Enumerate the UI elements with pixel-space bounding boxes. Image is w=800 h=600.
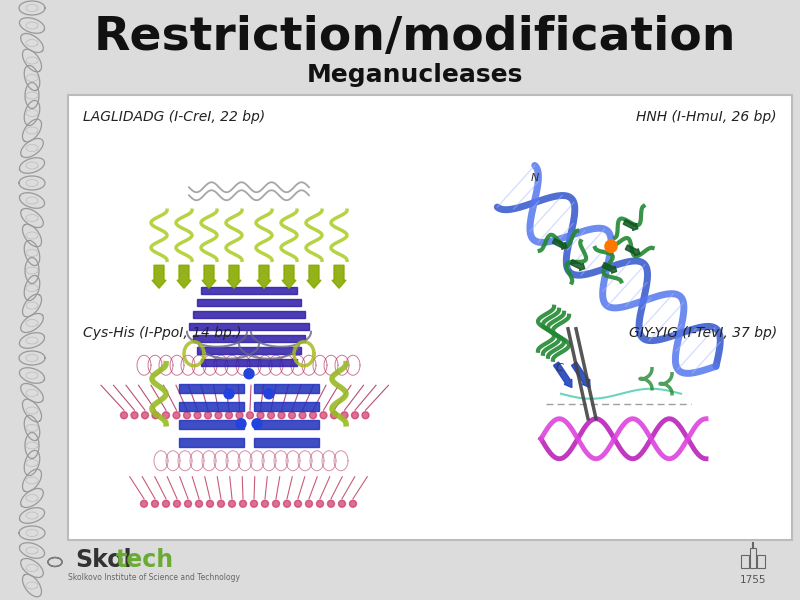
FancyArrow shape bbox=[179, 438, 244, 447]
Circle shape bbox=[244, 369, 254, 379]
Circle shape bbox=[151, 500, 158, 507]
FancyArrow shape bbox=[571, 362, 590, 388]
Circle shape bbox=[278, 412, 285, 419]
Circle shape bbox=[605, 240, 617, 252]
FancyArrow shape bbox=[554, 362, 572, 388]
Circle shape bbox=[131, 412, 138, 419]
Circle shape bbox=[206, 500, 214, 507]
Circle shape bbox=[294, 500, 302, 507]
Circle shape bbox=[224, 389, 234, 399]
Circle shape bbox=[362, 412, 369, 419]
Circle shape bbox=[205, 412, 211, 419]
FancyArrow shape bbox=[332, 265, 346, 288]
Circle shape bbox=[173, 412, 180, 419]
Text: Restriction/modification: Restriction/modification bbox=[94, 16, 736, 61]
Circle shape bbox=[218, 500, 225, 507]
Circle shape bbox=[215, 412, 222, 419]
FancyArrow shape bbox=[201, 359, 297, 366]
Text: LAGLIDADG (I-CreI, 22 bp): LAGLIDADG (I-CreI, 22 bp) bbox=[83, 110, 265, 124]
Text: N: N bbox=[531, 173, 539, 183]
Text: Skol: Skol bbox=[75, 548, 132, 572]
Circle shape bbox=[236, 419, 246, 429]
FancyArrow shape bbox=[193, 335, 305, 342]
Circle shape bbox=[257, 412, 264, 419]
Text: GIY-YIG (I-TevI, 37 bp): GIY-YIG (I-TevI, 37 bp) bbox=[629, 325, 777, 340]
Circle shape bbox=[252, 419, 262, 429]
FancyArrow shape bbox=[193, 311, 305, 318]
Circle shape bbox=[262, 500, 269, 507]
Circle shape bbox=[351, 412, 358, 419]
FancyArrow shape bbox=[307, 265, 321, 288]
Text: 1755: 1755 bbox=[740, 575, 766, 585]
FancyArrow shape bbox=[179, 420, 244, 429]
Circle shape bbox=[299, 412, 306, 419]
FancyArrow shape bbox=[179, 402, 244, 411]
Circle shape bbox=[174, 500, 181, 507]
FancyArrow shape bbox=[552, 239, 567, 250]
Bar bbox=[68, 95, 792, 540]
Bar bbox=[750, 548, 756, 568]
Circle shape bbox=[152, 412, 159, 419]
FancyArrow shape bbox=[202, 265, 216, 288]
Circle shape bbox=[121, 412, 127, 419]
Text: tech: tech bbox=[116, 548, 174, 572]
FancyArrow shape bbox=[201, 287, 297, 294]
Circle shape bbox=[338, 500, 346, 507]
FancyArrow shape bbox=[602, 262, 617, 273]
Circle shape bbox=[289, 412, 295, 419]
Circle shape bbox=[236, 412, 243, 419]
Circle shape bbox=[194, 412, 201, 419]
Circle shape bbox=[283, 500, 290, 507]
FancyArrow shape bbox=[197, 299, 301, 306]
FancyArrow shape bbox=[570, 260, 585, 271]
Circle shape bbox=[162, 412, 170, 419]
Text: Skolkovo Institute of Science and Technology: Skolkovo Institute of Science and Techno… bbox=[68, 574, 240, 583]
Circle shape bbox=[320, 412, 327, 419]
FancyArrow shape bbox=[254, 420, 319, 429]
Text: HNH (I-HmuI, 26 bp): HNH (I-HmuI, 26 bp) bbox=[637, 110, 777, 124]
FancyArrow shape bbox=[623, 220, 638, 230]
FancyArrow shape bbox=[254, 402, 319, 411]
Circle shape bbox=[239, 500, 246, 507]
Circle shape bbox=[195, 500, 202, 507]
Circle shape bbox=[142, 412, 149, 419]
FancyArrow shape bbox=[177, 265, 191, 288]
Circle shape bbox=[306, 500, 313, 507]
FancyArrow shape bbox=[227, 265, 241, 288]
Circle shape bbox=[183, 412, 190, 419]
FancyArrow shape bbox=[179, 384, 244, 393]
Bar bbox=[757, 555, 765, 568]
Circle shape bbox=[317, 500, 323, 507]
Circle shape bbox=[246, 412, 254, 419]
FancyArrow shape bbox=[257, 265, 271, 288]
Circle shape bbox=[341, 412, 348, 419]
Circle shape bbox=[330, 412, 338, 419]
FancyArrow shape bbox=[197, 347, 301, 354]
Circle shape bbox=[273, 500, 279, 507]
Circle shape bbox=[310, 412, 317, 419]
Circle shape bbox=[185, 500, 191, 507]
FancyArrow shape bbox=[189, 323, 309, 330]
Circle shape bbox=[250, 500, 258, 507]
Circle shape bbox=[264, 389, 274, 399]
Circle shape bbox=[605, 240, 617, 252]
Circle shape bbox=[141, 500, 147, 507]
Circle shape bbox=[350, 500, 357, 507]
Circle shape bbox=[162, 500, 170, 507]
FancyArrow shape bbox=[152, 265, 166, 288]
FancyArrow shape bbox=[282, 265, 296, 288]
Circle shape bbox=[327, 500, 334, 507]
Circle shape bbox=[226, 412, 233, 419]
Text: Meganucleases: Meganucleases bbox=[307, 63, 523, 87]
Circle shape bbox=[267, 412, 274, 419]
Bar bbox=[741, 555, 749, 568]
Text: Cys-His (I-PpoI, 14 bp.): Cys-His (I-PpoI, 14 bp.) bbox=[83, 325, 242, 340]
FancyArrow shape bbox=[626, 245, 640, 256]
FancyArrow shape bbox=[254, 384, 319, 393]
FancyArrow shape bbox=[254, 438, 319, 447]
Circle shape bbox=[229, 500, 235, 507]
Text: C: C bbox=[556, 363, 564, 373]
